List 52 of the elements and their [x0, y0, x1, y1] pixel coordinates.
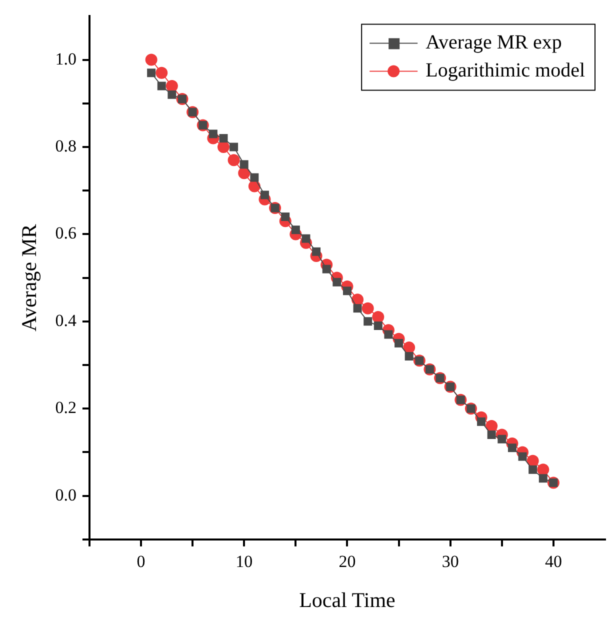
- point: [208, 130, 218, 138]
- point: [374, 322, 382, 330]
- point: [322, 264, 331, 274]
- point: [260, 190, 269, 200]
- point: [240, 160, 248, 169]
- y-tick-label: 0.0: [55, 485, 76, 504]
- point: [384, 330, 393, 339]
- y-axis-title: Average MR: [17, 224, 42, 332]
- point: [394, 338, 404, 348]
- point: [498, 434, 506, 444]
- legend-label: Average MR exp: [426, 31, 562, 54]
- point: [166, 80, 178, 92]
- point: [291, 226, 300, 234]
- y-tick-label: 0.6: [55, 224, 76, 243]
- point: [156, 66, 168, 79]
- point: [302, 234, 310, 243]
- legend-label: Logarithimic model: [426, 59, 586, 82]
- point: [230, 142, 238, 152]
- point: [217, 141, 230, 153]
- point: [332, 278, 342, 286]
- point: [404, 352, 414, 361]
- point: [528, 465, 538, 474]
- y-tick-label: 1.0: [55, 49, 76, 68]
- x-tick-label: 10: [236, 552, 253, 572]
- point: [538, 474, 548, 483]
- point: [342, 286, 352, 296]
- point: [250, 173, 259, 182]
- point: [147, 68, 156, 78]
- x-tick-label: 20: [338, 552, 356, 572]
- point: [228, 154, 240, 166]
- point: [487, 430, 496, 440]
- point: [518, 452, 527, 461]
- point: [145, 54, 158, 66]
- y-tick-label: 0.4: [55, 310, 77, 330]
- x-tick-label: 30: [442, 552, 459, 572]
- point: [537, 464, 550, 476]
- point: [508, 444, 516, 452]
- y-tick-label: 0.2: [55, 398, 76, 418]
- point: [219, 134, 228, 143]
- point: [477, 417, 486, 426]
- point: [281, 212, 290, 222]
- point: [157, 82, 166, 90]
- y-tick-label: 0.8: [55, 136, 76, 156]
- x-axis-title: Local Time: [299, 588, 396, 612]
- x-tick-label: 0: [136, 552, 146, 572]
- point: [312, 247, 321, 256]
- x-tick-label: 40: [544, 552, 562, 572]
- point: [168, 90, 176, 99]
- point: [364, 317, 372, 326]
- point: [353, 304, 362, 313]
- point: [362, 302, 374, 314]
- point: [372, 311, 384, 324]
